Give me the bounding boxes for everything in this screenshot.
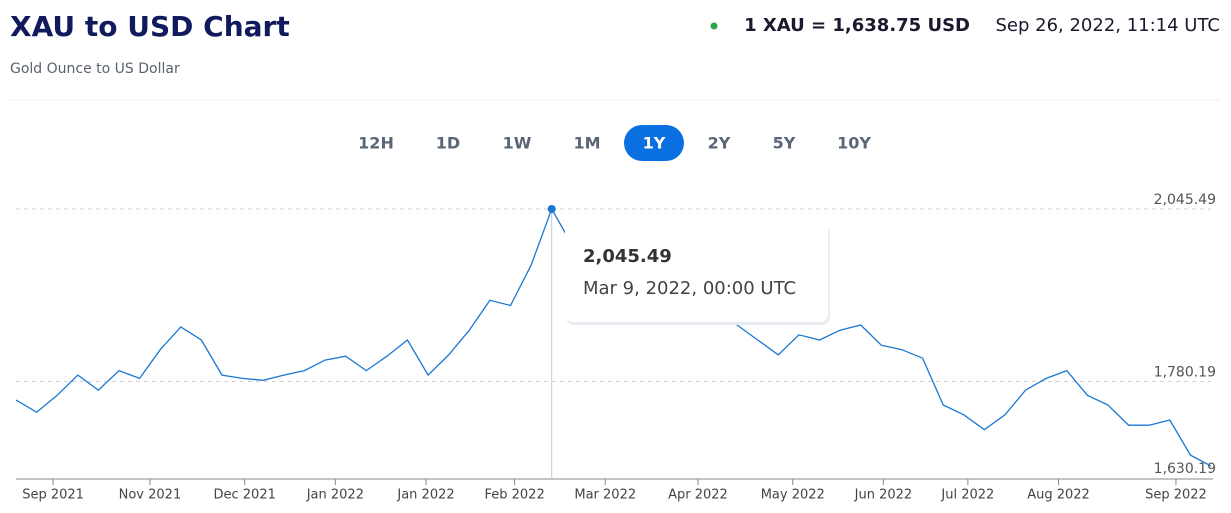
range-button[interactable]: 2Y [708, 134, 731, 153]
active-button-bg [624, 125, 684, 161]
range-button[interactable]: 1Y [643, 134, 666, 153]
x-tick-label: May 2022 [761, 488, 825, 503]
range-buttons: 12H 1D 1W 1M 1Y 2Y 5Y 10Y [358, 125, 871, 161]
tooltip-value: 2,045.49 [583, 246, 672, 267]
tooltip-date: Mar 9, 2022, 00:00 UTC [583, 278, 796, 299]
range-button[interactable]: 1D [436, 134, 460, 153]
y-tick-label: 1,780.19 [1154, 364, 1216, 380]
x-tick-label: Feb 2022 [484, 488, 544, 503]
range-button[interactable]: 12H [358, 134, 394, 153]
subtitle: Gold Ounce to US Dollar [10, 61, 180, 77]
timestamp: Sep 26, 2022, 11:14 UTC [995, 15, 1220, 36]
x-tick-label: Dec 2021 [214, 488, 276, 503]
highlight-point [547, 205, 556, 213]
x-tick-label: Jan 2022 [396, 488, 454, 503]
y-tick-label: 1,630.19 [1154, 461, 1216, 477]
rate: 1 XAU = 1,638.75 USD [744, 15, 970, 36]
x-tick-label: Aug 2022 [1027, 488, 1090, 503]
range-button[interactable]: 1W [503, 134, 532, 153]
x-tick-label: Sep 2022 [1145, 488, 1207, 503]
range-button[interactable]: 10Y [837, 134, 871, 153]
x-tick-label: Sep 2021 [22, 488, 84, 503]
plot: 2,045.49 1,780.19 1,630.19 Sep 2021 Nov 2021… [15, 192, 1216, 503]
tooltip [565, 222, 828, 322]
x-tick-label: Jun 2022 [854, 488, 913, 503]
x-tick-label: Jan 2022 [306, 488, 364, 503]
x-tick-label: Nov 2021 [119, 488, 182, 503]
x-tick-label: Apr 2022 [668, 488, 728, 503]
x-tick-label: Jul 2022 [940, 488, 994, 503]
page-title: XAU to USD Chart [10, 10, 290, 43]
range-button[interactable]: 1M [573, 134, 600, 153]
y-tick-label: 2,045.49 [1154, 192, 1216, 208]
range-button[interactable]: 5Y [773, 134, 796, 153]
live-dot [710, 22, 718, 30]
x-tick-label: Mar 2022 [574, 488, 636, 503]
